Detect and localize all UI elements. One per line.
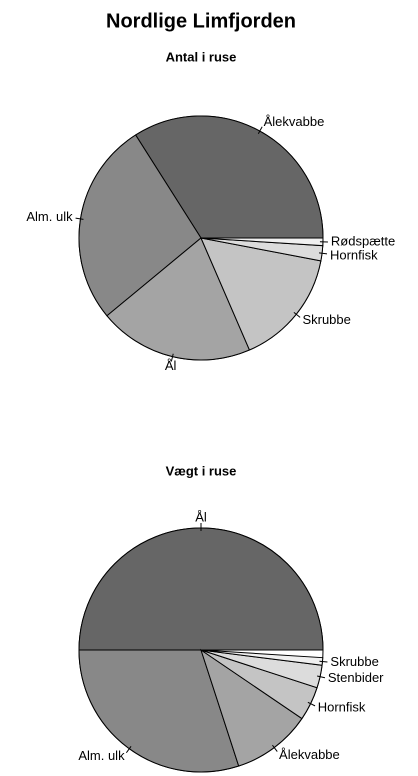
leader-line xyxy=(257,126,263,134)
leader-line xyxy=(125,745,132,754)
slice-label: Ål xyxy=(195,509,207,524)
slice-label: Ålekvabbe xyxy=(279,747,340,762)
leader-line xyxy=(317,675,326,679)
chart-title: Antal i ruse xyxy=(166,49,237,64)
leader-line xyxy=(272,744,278,752)
leader-line xyxy=(307,701,316,707)
pie-slice xyxy=(78,527,324,651)
slice-label: Ål xyxy=(165,358,177,373)
slice-label: Rødspætte xyxy=(331,234,395,249)
chart-title: Vægt i ruse xyxy=(166,463,237,478)
leader-line xyxy=(293,312,301,318)
leader-line xyxy=(319,660,328,663)
leader-line xyxy=(170,353,174,362)
slice-label: Hornfisk xyxy=(318,700,366,715)
slice-label: Alm. ulk xyxy=(78,748,125,763)
slice-label: Skrubbe xyxy=(330,654,378,669)
slice-label: Skrubbe xyxy=(302,312,350,327)
page-title: Nordlige Limfjorden xyxy=(106,10,296,32)
slice-label: Stenbider xyxy=(328,670,384,685)
slice-label: Ålekvabbe xyxy=(264,114,325,129)
slice-label: Hornfisk xyxy=(330,248,378,263)
leader-line xyxy=(318,252,328,255)
leader-line xyxy=(75,217,84,220)
slice-label: Alm. ulk xyxy=(26,209,73,224)
